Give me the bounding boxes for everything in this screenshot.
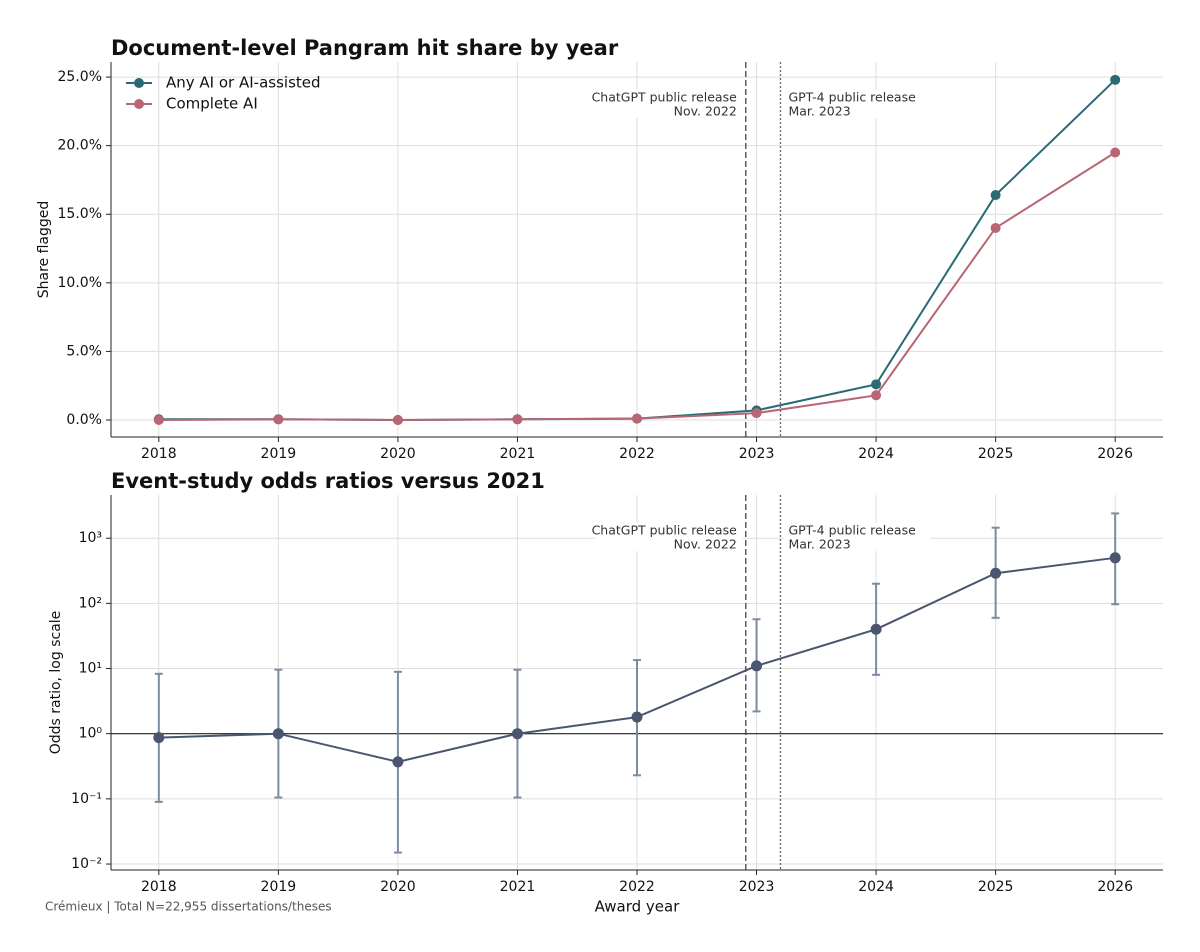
annotation-background (783, 537, 931, 551)
annotation-text: GPT-4 public release (788, 523, 916, 538)
annotation-background (783, 523, 931, 537)
y-tick-label: 10¹ (79, 661, 102, 677)
x-tick-label: 2018 (141, 879, 177, 895)
annotation-background (595, 104, 743, 118)
annotation-text: Nov. 2022 (674, 537, 737, 552)
y-tick-label: 25.0% (58, 69, 102, 85)
data-point (511, 728, 523, 740)
data-point (1110, 147, 1121, 158)
annotation-text: GPT-4 public release (788, 90, 916, 105)
data-point (272, 728, 284, 740)
data-point (990, 190, 1001, 201)
data-point (871, 379, 882, 390)
data-point (273, 414, 284, 425)
y-axis-label: Odds ratio, log scale (48, 611, 64, 755)
y-tick-label: 10² (79, 595, 102, 611)
x-axis-label: Award year (595, 898, 681, 916)
annotation-background (595, 90, 743, 104)
x-tick-label: 2026 (1097, 879, 1133, 895)
x-tick-label: 2025 (978, 446, 1014, 462)
x-tick-label: 2020 (380, 446, 416, 462)
y-tick-label: 5.0% (66, 343, 102, 359)
annotation-text: Nov. 2022 (674, 104, 737, 119)
annotation-background (595, 523, 743, 537)
annotation-text: Mar. 2023 (788, 104, 850, 119)
data-point (632, 413, 642, 424)
data-point (751, 408, 762, 419)
x-tick-label: 2024 (858, 879, 894, 895)
y-tick-label: 10⁻¹ (71, 791, 102, 807)
data-point (870, 623, 882, 635)
y-tick-label: 10³ (79, 530, 102, 546)
data-point (990, 567, 1002, 579)
y-tick-label: 0.0% (66, 412, 102, 428)
data-point (751, 660, 763, 672)
y-tick-label: 15.0% (58, 206, 102, 222)
data-point (392, 756, 404, 768)
x-tick-label: 2023 (739, 446, 775, 462)
chart-title: Document-level Pangram hit share by year (111, 36, 619, 60)
footer: Crémieux | Total N=22,955 dissertations/… (45, 900, 332, 914)
data-point (512, 414, 523, 425)
x-tick-label: 2019 (261, 446, 297, 462)
annotation-background (595, 537, 743, 551)
data-point (392, 414, 403, 425)
y-tick-label: 20.0% (58, 138, 102, 154)
x-tick-label: 2022 (619, 879, 655, 895)
legend-label: Complete AI (166, 95, 258, 113)
x-tick-label: 2021 (500, 446, 536, 462)
annotation-text: ChatGPT public release (592, 90, 738, 105)
annotation-background (783, 90, 931, 104)
x-tick-label: 2021 (500, 879, 536, 895)
y-axis-label: Share flagged (36, 201, 52, 299)
data-point (1109, 552, 1121, 564)
x-tick-label: 2024 (858, 446, 894, 462)
x-tick-label: 2026 (1097, 446, 1133, 462)
y-tick-label: 10⁰ (79, 726, 103, 742)
data-point (153, 732, 165, 744)
y-tick-label: 10⁻² (71, 856, 102, 872)
data-point (153, 414, 164, 425)
data-point (1110, 74, 1121, 85)
legend-marker (134, 78, 144, 88)
x-tick-label: 2023 (739, 879, 775, 895)
data-point (990, 222, 1001, 233)
x-tick-label: 2022 (619, 446, 655, 462)
x-tick-label: 2019 (261, 879, 297, 895)
x-tick-label: 2020 (380, 879, 416, 895)
data-point (871, 390, 882, 401)
annotation-text: ChatGPT public release (592, 523, 738, 538)
x-tick-label: 2025 (978, 879, 1014, 895)
y-tick-label: 10.0% (58, 275, 102, 291)
x-tick-label: 2018 (141, 446, 177, 462)
legend-marker (134, 99, 144, 109)
annotation-background (783, 104, 931, 118)
data-point (631, 711, 643, 723)
legend-label: Any AI or AI-assisted (166, 74, 321, 92)
chart-title: Event-study odds ratios versus 2021 (111, 469, 545, 493)
annotation-text: Mar. 2023 (788, 537, 850, 552)
